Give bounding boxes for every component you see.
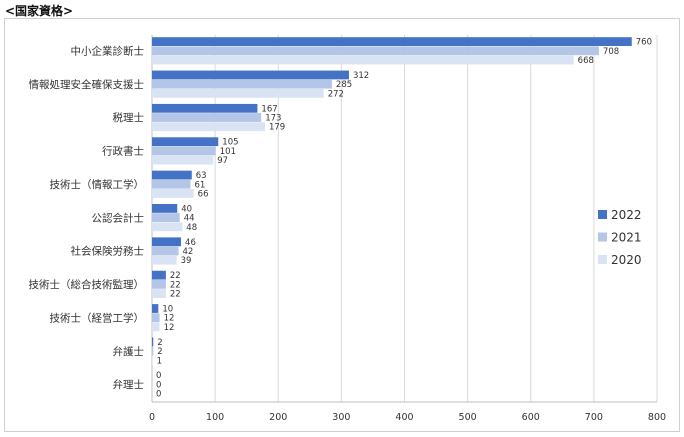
bar-2020: [152, 55, 574, 65]
bar-value-label: 22: [170, 271, 181, 281]
bar-2020: [152, 155, 214, 165]
bar-2020: [152, 122, 265, 132]
bar-value-label: 285: [336, 80, 352, 90]
bar-value-label: 760: [636, 38, 652, 48]
bars: [152, 37, 632, 365]
bar-value-label: 0: [156, 371, 161, 381]
bar-value-label: 10: [162, 305, 173, 315]
x-tick-label: 200: [269, 412, 287, 423]
bar-value-label: 42: [183, 247, 194, 257]
bar-value-label: 63: [196, 171, 207, 181]
legend: 2022 2021 2020: [598, 208, 642, 267]
bar-2022: [152, 70, 349, 80]
bar-value-label: 22: [170, 290, 181, 300]
bar-value-label: 66: [198, 189, 209, 199]
bar-value-label: 61: [195, 180, 206, 190]
bar-2021: [152, 79, 332, 89]
bar-2020: [152, 255, 177, 265]
bar-value-label: 312: [353, 71, 369, 81]
bar-value-label: 22: [170, 280, 181, 290]
chart-frame: 760 708 668 312 285 272 167 173 179 105 101 97 63 61 6…: [4, 18, 680, 432]
bar-value-label: 1: [157, 356, 162, 366]
bar-2022: [152, 137, 219, 147]
category-label: 社会保険労務士: [71, 245, 145, 258]
legend-label: 2021: [611, 231, 642, 245]
bar-value-label: 105: [222, 138, 238, 148]
bar-value-label: 46: [185, 238, 196, 248]
bar-2021: [152, 246, 179, 256]
category-label: 技術士（情報工学）: [50, 178, 145, 191]
bar-value-label: 173: [265, 114, 281, 124]
bar-value-label: 39: [181, 256, 192, 266]
bar-2022: [152, 170, 192, 180]
bar-2021: [152, 113, 262, 122]
x-tick-label: 500: [459, 412, 477, 423]
legend-swatch-2020: [598, 255, 607, 264]
bar-value-label: 101: [220, 147, 236, 157]
x-tick-label: 600: [522, 412, 540, 423]
bar-chart: 7607086683122852721671731791051019763616…: [29, 35, 666, 423]
bar-2020: [152, 322, 160, 332]
bar-2020: [152, 355, 153, 365]
category-label: 公認会計士: [92, 211, 145, 224]
bar-2021: [152, 146, 216, 156]
category-label: 税理士: [113, 111, 145, 124]
bar-2020: [152, 88, 324, 98]
bar-value-label: 708: [603, 47, 619, 57]
category-label: 弁理士: [113, 378, 145, 391]
bar-2022: [152, 270, 166, 280]
category-label: 行政書士: [102, 145, 144, 158]
legend-label: 2020: [611, 253, 642, 267]
category-label: 情報処理安全確保支援士: [29, 78, 145, 91]
bar-value-label: 2: [157, 338, 162, 348]
bar-value-label: 48: [186, 223, 197, 233]
bar-value-label: 40: [181, 204, 192, 214]
legend-swatch-2021: [598, 232, 607, 242]
bar-value-label: 0: [156, 390, 161, 400]
category-label: 中小企業診断士: [71, 45, 145, 58]
bar-value-label: 668: [578, 56, 594, 66]
bar-2021: [152, 179, 191, 189]
bar-value-label: 12: [164, 314, 175, 324]
bar-2022: [152, 337, 154, 347]
bar-2021: [152, 213, 180, 223]
bar-2022: [152, 103, 258, 113]
bar-2022: [152, 204, 178, 213]
x-tick-labels: 0 100 200 300 400 500 600 700 800: [149, 412, 666, 423]
bar-2022: [152, 37, 632, 46]
bar-value-label: 167: [261, 104, 277, 114]
bar-value-label: 0: [156, 380, 161, 390]
legend-swatch-2022: [598, 210, 607, 219]
bar-value-label: 44: [184, 214, 195, 224]
x-tick-label: 300: [332, 412, 350, 423]
x-tick-label: 800: [648, 412, 666, 423]
x-tick-label: 100: [206, 412, 224, 423]
bar-value-label: 2: [157, 347, 162, 357]
category-label: 技術士（経営工学）: [50, 311, 145, 324]
legend-label: 2022: [611, 208, 642, 222]
bar-2021: [152, 279, 166, 289]
page-heading: <国家資格>: [5, 4, 74, 18]
bar-value-label: 179: [269, 123, 285, 133]
data-labels: 7607086683122852721671731791051019763616…: [156, 38, 652, 400]
x-tick-label: 0: [149, 412, 155, 423]
bar-2020: [152, 289, 166, 298]
x-tick-label: 400: [395, 412, 413, 423]
bar-2021: [152, 313, 160, 323]
bar-2021: [152, 46, 599, 56]
bar-2022: [152, 237, 182, 247]
category-label: 技術士（総合技術監理）: [29, 278, 145, 291]
x-tick-label: 700: [585, 412, 603, 423]
bar-2022: [152, 304, 159, 313]
bar-2020: [152, 189, 194, 198]
category-label: 弁護士: [113, 345, 145, 358]
bar-value-label: 97: [217, 156, 228, 166]
bar-value-label: 272: [328, 89, 344, 99]
bar-2020: [152, 222, 183, 232]
bar-value-label: 12: [164, 323, 175, 333]
bar-2021: [152, 346, 154, 356]
